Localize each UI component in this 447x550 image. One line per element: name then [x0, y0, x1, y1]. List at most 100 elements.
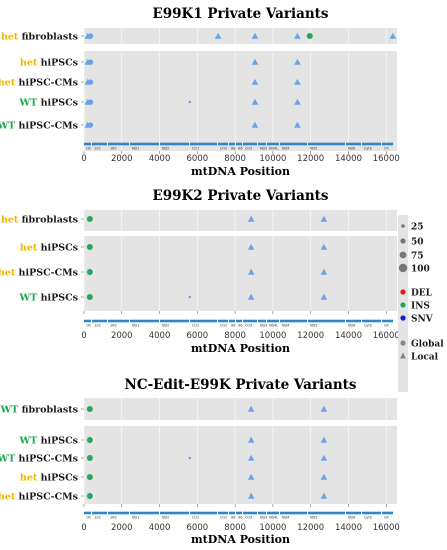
gene-segment: [267, 142, 279, 146]
gene-segment: [229, 511, 235, 515]
gene-segment: [382, 142, 393, 146]
variant-marker-local: [320, 492, 328, 499]
gene-segment: [130, 142, 159, 146]
gene-label: ND4: [282, 324, 289, 328]
gene-label: A6: [238, 324, 242, 328]
genotype-label: het: [20, 58, 38, 69]
gene-label: 12S: [94, 147, 100, 151]
gene-segment: [218, 511, 228, 515]
gene-segment: [190, 142, 217, 146]
variant-marker-ins: [86, 216, 93, 222]
gene-segment: [229, 142, 235, 146]
variant-marker-ins: [86, 493, 93, 499]
variant-marker-local: [251, 78, 259, 85]
genotype-label: het: [1, 32, 19, 43]
variant-marker-local: [320, 268, 328, 275]
gene-segment: [92, 142, 107, 146]
variant-marker-local: [88, 99, 94, 105]
gene-segment: [346, 319, 361, 323]
cell-type-label: hiPSC-CMs: [19, 492, 78, 503]
variant-marker-local: [247, 436, 255, 443]
gene-label: ND3: [260, 147, 267, 151]
gene-segment: [258, 142, 266, 146]
variant-marker-local: [294, 32, 301, 39]
cell-type-label: hiPSCs: [41, 473, 78, 484]
variant-marker-local: [247, 243, 255, 250]
variant-marker-local: [247, 293, 255, 300]
gene-label: 16S: [110, 147, 116, 151]
facet-bottom-panel: [84, 236, 397, 311]
gene-segment: [308, 142, 345, 146]
gene-label: ND2: [162, 324, 169, 328]
gene-segment: [243, 319, 257, 323]
variant-marker-local: [251, 121, 259, 128]
gene-label: CR: [384, 147, 389, 151]
gene-label: A6: [238, 147, 242, 151]
variant-marker-local: [247, 268, 255, 275]
row-label: WT hiPSC-CMs: [0, 121, 78, 132]
gene-segment: [243, 511, 257, 515]
x-tick-label: 0: [81, 523, 86, 533]
gene-segment: [108, 511, 129, 515]
gene-segment: [346, 142, 361, 146]
variant-marker-local: [251, 32, 259, 39]
legend-size-marker: [400, 238, 406, 244]
legend: 25 50 75 100 DEL INS SNV Global Local: [398, 215, 444, 392]
gene-segment: [84, 511, 91, 515]
gene-label: ND4L: [269, 324, 278, 328]
variant-marker-local: [247, 454, 255, 461]
row-label: WT hiPSCs: [19, 436, 79, 447]
gene-label: 12S: [94, 516, 100, 520]
legend-scope-label: Local: [411, 353, 439, 363]
gene-segment: [108, 319, 129, 323]
genotype-label: het: [0, 492, 16, 503]
variant-marker-ins: [86, 474, 93, 480]
gene-label: ND5: [310, 324, 317, 328]
cell-type-label: fibroblasts: [22, 32, 78, 43]
gene-label: CR: [86, 147, 91, 151]
legend-size-marker: [398, 263, 408, 273]
variant-marker-local: [88, 79, 94, 85]
gene-segment: [236, 142, 242, 146]
gene-label: ND2: [162, 147, 169, 151]
x-axis-title: mtDNA Position: [191, 165, 290, 178]
x-tick-label: 2000: [111, 523, 133, 533]
genotype-label: het: [20, 243, 38, 254]
gene-label: ND1: [132, 516, 139, 520]
gene-label: ND6: [348, 324, 355, 328]
variant-marker-ins: [86, 437, 93, 443]
genotype-label: WT: [19, 98, 38, 109]
x-tick-label: 14000: [335, 154, 362, 164]
variant-marker-local: [320, 243, 328, 250]
gene-label: ND4: [282, 516, 289, 520]
variant-marker-local: [247, 405, 255, 412]
variant-marker-local: [88, 59, 94, 65]
cell-type-label: hiPSC-CMs: [19, 268, 78, 279]
x-tick-label: 0: [81, 331, 86, 341]
legend-type-marker: [400, 302, 406, 308]
genotype-label: het: [1, 215, 19, 226]
variant-marker-small: [188, 100, 191, 104]
gene-segment: [308, 511, 345, 515]
variant-marker-local: [294, 58, 301, 65]
facet-top-panel: [84, 210, 397, 231]
gene-segment: [280, 319, 307, 323]
gene-label: ND1: [132, 324, 139, 328]
gene-segment: [236, 319, 242, 323]
gene-label: CR: [86, 324, 91, 328]
gene-label: CO2: [220, 516, 227, 520]
variant-marker-local: [247, 492, 255, 499]
gene-label: CO1: [192, 324, 199, 328]
gene-label: CO3: [245, 516, 252, 520]
gene-segment: [108, 142, 129, 146]
x-tick-label: 6000: [187, 331, 209, 341]
chart-title: E99K1 Private Variants: [152, 6, 328, 22]
gene-label: A6: [238, 516, 242, 520]
x-tick-label: 8000: [224, 331, 246, 341]
genotype-label: WT: [0, 405, 18, 416]
gene-segment: [236, 511, 242, 515]
legend-type-label: SNV: [411, 315, 434, 325]
variant-marker-ins: [86, 294, 93, 300]
